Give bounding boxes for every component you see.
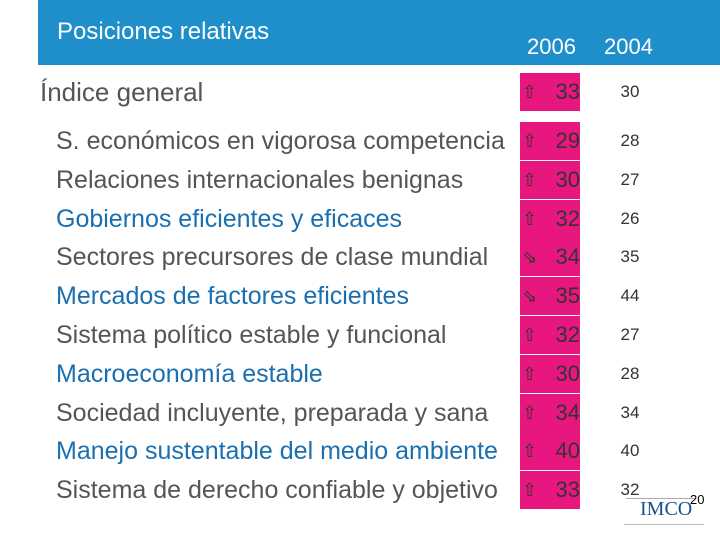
value-2006: 30: [555, 166, 580, 192]
value-2006: 30: [555, 360, 580, 386]
trend-arrow: ⇧: [522, 131, 538, 151]
value-box: [520, 160, 580, 199]
value-2006: 32: [555, 205, 580, 231]
trend-arrow: ⇧: [522, 325, 538, 345]
value-2004: 32: [620, 480, 640, 500]
value-box: [520, 393, 580, 432]
row-label: Índice general: [40, 77, 204, 107]
trend-arrow: ⇘: [522, 286, 538, 307]
value-box: [520, 354, 580, 393]
logo: IMCO: [640, 498, 693, 520]
value-2006: 33: [555, 79, 580, 104]
value-box: [520, 316, 580, 354]
value-2006: 33: [555, 477, 580, 503]
trend-arrow: ⇧: [522, 169, 538, 190]
value-2006: 32: [555, 322, 580, 347]
value-box: [520, 238, 580, 277]
column-header: 2004: [604, 34, 653, 59]
value-box: [520, 432, 580, 471]
row-label: S. económicos en vigorosa competencia: [56, 127, 505, 155]
value-2004: 26: [620, 208, 640, 228]
value-2004: 27: [620, 169, 640, 189]
row-label: Sistema político estable y funcional: [56, 321, 447, 349]
row-label: Mercados de factores eficientes: [56, 282, 409, 311]
value-2004: 35: [620, 247, 640, 267]
value-box: [520, 277, 580, 316]
value-2004: 40: [620, 441, 640, 461]
row-label: Sistema de derecho confiable y objetivo: [56, 476, 498, 505]
value-box: [520, 471, 580, 510]
trend-arrow: ⇧: [522, 480, 538, 501]
trend-arrow: ⇧: [522, 208, 538, 229]
page-number: 20: [690, 492, 705, 507]
header-bar: [38, 0, 720, 65]
row-label: Manejo sustentable del medio ambiente: [56, 437, 498, 466]
trend-arrow: ⇧: [522, 82, 538, 102]
trend-arrow: ⇧: [522, 441, 538, 462]
value-2004: 30: [620, 82, 640, 101]
value-2006: 40: [555, 438, 580, 464]
value-2006: 34: [555, 399, 580, 425]
row-label: Sectores precursores de clase mundial: [56, 243, 489, 272]
value-box: [520, 73, 580, 111]
row-label: Macroeconomía estable: [56, 359, 323, 388]
value-box: [520, 199, 580, 238]
value-2004: 28: [620, 131, 640, 150]
value-2004: 27: [620, 325, 640, 344]
trend-arrow: ⇧: [522, 402, 538, 423]
title: Posiciones relativas: [57, 18, 270, 45]
row-label: Relaciones internacionales benignas: [56, 165, 464, 194]
value-2006: 35: [555, 283, 580, 309]
value-box: [520, 122, 580, 160]
value-2004: 34: [620, 402, 640, 422]
trend-arrow: ⇧: [522, 363, 538, 384]
row-label: Sociedad incluyente, preparada y sana: [56, 398, 489, 427]
trend-arrow: ⇘: [522, 247, 538, 268]
value-2006: 34: [555, 244, 580, 270]
logo-frame: [626, 498, 696, 525]
value-2004: 44: [620, 286, 640, 306]
value-2004: 28: [620, 363, 640, 383]
value-2006: 29: [555, 128, 580, 153]
row-label: Gobiernos eficientes y eficaces: [56, 204, 403, 233]
logo-subtitle-line: [624, 524, 704, 528]
column-header: 2006: [527, 34, 576, 59]
